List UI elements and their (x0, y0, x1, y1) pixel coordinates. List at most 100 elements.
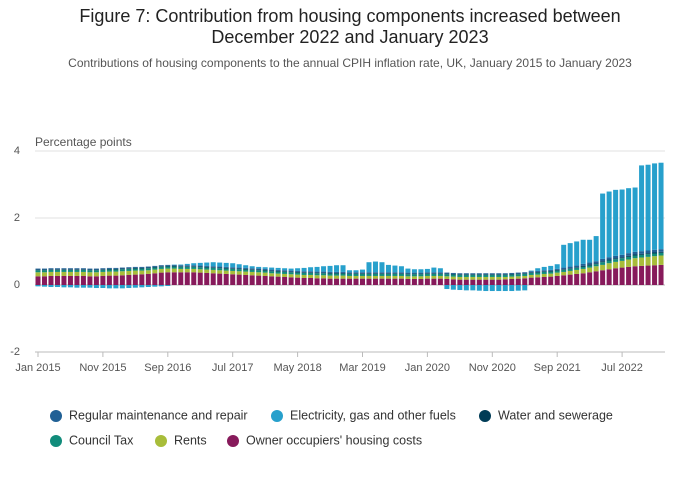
bar-segment (431, 267, 437, 273)
bar-segment (463, 285, 469, 291)
bar-segment (262, 272, 268, 276)
bar-segment (457, 274, 463, 275)
bar-segment (632, 187, 638, 252)
bar-segment (178, 272, 184, 285)
bar-segment (191, 268, 197, 273)
bar-segment (658, 252, 664, 256)
bar-segment (74, 285, 80, 288)
bar-segment (230, 268, 236, 269)
bar-segment (418, 278, 424, 285)
legend-label: Rents (174, 433, 207, 447)
bar-segment (418, 273, 424, 275)
bar-segment (470, 279, 476, 285)
y-axis-label: Percentage points (35, 135, 132, 149)
bar-segment (152, 265, 158, 267)
bar-segment (379, 262, 385, 273)
bar-segment (489, 285, 495, 292)
bar-segment (561, 269, 567, 270)
bar-segment (424, 275, 430, 279)
bar-segment (113, 267, 119, 269)
bar-segment (80, 271, 86, 276)
bar-segment (554, 269, 560, 271)
bar-segment (398, 273, 404, 274)
bar-segment (93, 285, 99, 289)
bar-segment (327, 272, 333, 274)
bar-segment (645, 253, 651, 255)
bar-segment (126, 274, 132, 285)
bar-segment (398, 272, 404, 274)
bar-segment (613, 189, 619, 256)
bar-segment (366, 275, 372, 279)
bar-segment (574, 273, 580, 285)
x-tick-label: Mar 2019 (339, 362, 385, 374)
bar-segment (509, 276, 515, 279)
bar-segment (262, 275, 268, 285)
bar-segment (502, 274, 508, 277)
bar-segment (113, 285, 119, 289)
bar-segment (535, 274, 541, 278)
bar-segment (269, 271, 275, 274)
bar-segment (561, 275, 567, 285)
bar-segment (236, 268, 242, 270)
bar-segment (483, 274, 489, 277)
bar-segment (314, 278, 320, 285)
bar-segment (632, 266, 638, 285)
bar-segment (392, 275, 398, 279)
bar-segment (236, 269, 242, 272)
bar-segment (106, 269, 112, 272)
bar-segment (444, 278, 450, 285)
bar-segment (574, 241, 580, 266)
bar-segment (256, 272, 262, 276)
bar-segment (626, 259, 632, 267)
bar-segment (249, 271, 255, 276)
bar-segment (372, 261, 378, 273)
bar-segment (411, 276, 417, 279)
bar-segment (223, 273, 229, 285)
bar-segment (93, 270, 99, 273)
bar-segment (204, 269, 210, 273)
bar-segment (509, 272, 515, 274)
bar-segment (457, 274, 463, 277)
bar-segment (61, 269, 67, 272)
bar-segment (93, 269, 99, 271)
bar-segment (301, 271, 307, 273)
bar-segment (145, 266, 151, 268)
bar-segment (418, 274, 424, 277)
bar-segment (139, 266, 145, 268)
bar-segment (600, 270, 606, 285)
bar-segment (431, 272, 437, 274)
bar-segment (470, 273, 476, 275)
bar-segment (100, 285, 106, 289)
bar-segment (288, 270, 294, 272)
bar-segment (158, 285, 164, 287)
bar-segment (580, 273, 586, 285)
bar-segment (230, 268, 236, 271)
bar-segment (223, 270, 229, 274)
bar-segment (145, 267, 151, 269)
bar-segment (606, 191, 612, 258)
bar-segment (41, 268, 47, 270)
bar-segment (574, 267, 580, 268)
bar-segment (418, 276, 424, 279)
bar-segment (632, 254, 638, 256)
bar-segment (522, 285, 528, 291)
bar-segment (444, 276, 450, 279)
bar-segment (645, 265, 651, 285)
bar-segment (54, 271, 60, 276)
bar-segment (360, 272, 365, 274)
bar-segment (619, 267, 625, 285)
bar-segment (54, 269, 60, 272)
bar-segment (243, 271, 249, 275)
x-tick-label: Nov 2015 (79, 362, 126, 374)
bar-segment (106, 285, 112, 289)
bar-segment (587, 272, 593, 285)
bar-segment (360, 275, 365, 279)
bar-segment (210, 273, 216, 285)
bar-segment (230, 263, 236, 268)
bar-segment (308, 274, 314, 278)
bar-segment (392, 278, 398, 285)
bar-segment (126, 270, 132, 275)
bar-segment (178, 266, 184, 267)
bar-segment (340, 271, 346, 273)
